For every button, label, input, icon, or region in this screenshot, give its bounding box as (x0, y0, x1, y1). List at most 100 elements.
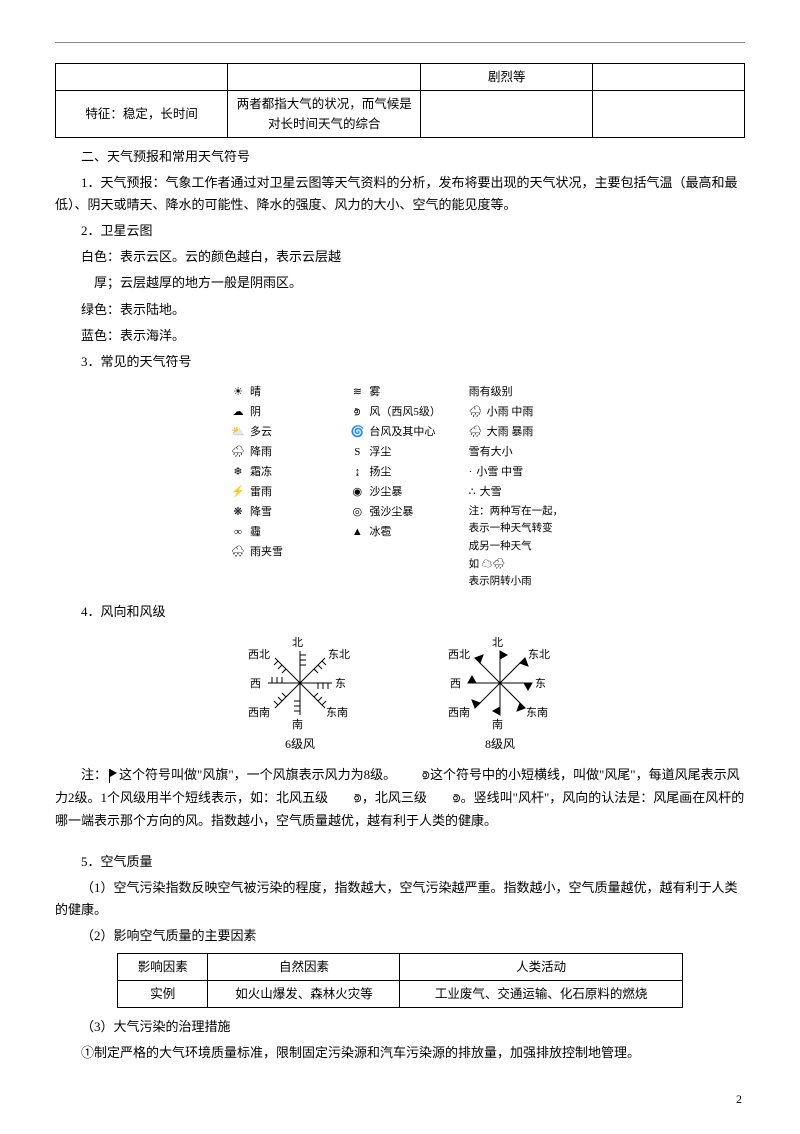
dir-nw: 西北 (448, 647, 470, 665)
weather-icon: 🌧 (230, 444, 246, 462)
weather-icon: ⟄ (349, 404, 365, 422)
header-rule (55, 42, 745, 43)
weather-icon: ▲ (349, 524, 365, 542)
dir-w: 西 (450, 676, 461, 694)
wind-rose-6: 北 东北 东 东南 南 西南 西 西北 (240, 633, 360, 733)
note-line: 注：两种写在一起， (469, 505, 570, 519)
symbol-row: ⚡雷雨 (230, 485, 331, 501)
paragraph-satellite: 2．卫星云图 (55, 220, 745, 242)
symbols-column-2: ≋雾⟄风（西风5级）🌀台风及其中心S浮尘↨扬尘◉沙尘暴◎强沙尘暴▲冰雹 (349, 385, 450, 589)
symbol-label: 浮尘 (369, 444, 391, 462)
wind-barb-icon: ⟄ (396, 765, 430, 787)
dir-sw: 西南 (448, 705, 470, 723)
weather-icon: ⚡ (230, 484, 246, 502)
paragraph-factors-head: （2）影响空气质量的主要因素 (55, 925, 745, 947)
wind-direction-diagrams: 北 东北 东 东南 南 西南 西 西北 6级风 (210, 633, 590, 754)
symbol-label: 阴 (250, 404, 261, 422)
cell: 影响因素 (118, 953, 208, 980)
wind-caption: 6级风 (285, 735, 315, 754)
symbol-row: ≋雾 (349, 385, 450, 401)
weather-icon: 🌀 (349, 424, 365, 442)
symbol-row: ☁阴 (230, 405, 331, 421)
symbols-column-3: 雨有级别 🌧小雨 中雨 🌧大雨 暴雨 雪有大小 ·小雪 中雪 ∴大雪 注：两种写… (469, 385, 570, 589)
cell (421, 91, 593, 138)
note-line: 表示一种天气转变 (469, 522, 570, 536)
wind-barb-5-icon: ⟄ (328, 788, 362, 810)
cell (593, 91, 745, 138)
dir-se: 东南 (526, 705, 548, 723)
symbol-label: 沙尘暴 (369, 484, 402, 502)
paragraph-measure-1: ①制定严格的大气环境质量标准，限制固定污染源和汽车污染源的排放量，加强排放控制地… (55, 1042, 745, 1064)
symbol-label: 雨夹雪 (250, 544, 283, 562)
dir-e: 东 (535, 676, 546, 694)
snow-row: ∴大雪 (469, 485, 570, 501)
symbol-label: 雾 (369, 384, 380, 402)
symbol-row: 🌧降雨 (230, 445, 331, 461)
note-line: 表示阴转小雨 (469, 575, 570, 589)
dir-w: 西 (250, 676, 261, 694)
symbol-label: 扬尘 (369, 464, 391, 482)
paragraph-white: 白色：表示云区。云的颜色越白，表示云层越 (55, 246, 745, 268)
cell: 特征：稳定，长时间 (56, 91, 228, 138)
cell (593, 64, 745, 91)
snow-row: ·小雪 中雪 (469, 465, 570, 481)
dir-se: 东南 (326, 705, 348, 723)
cell (228, 64, 421, 91)
weather-icon: ☁ (230, 404, 246, 422)
symbol-label: 雷雨 (250, 484, 272, 502)
symbol-row: 🌀台风及其中心 (349, 425, 450, 441)
symbol-row: ❄霜冻 (230, 465, 331, 481)
cell: 人类活动 (400, 953, 682, 980)
wind-rose-8: 北 东北 东 东南 南 西南 西 西北 (440, 633, 560, 733)
cell (56, 64, 228, 91)
dir-n: 北 (292, 635, 303, 653)
paragraph-forecast: 1．天气预报：气象工作者通过对卫星云图等天气资料的分析，发布将要出现的天气状况，… (55, 172, 745, 216)
dir-ne: 东北 (328, 647, 350, 665)
symbol-row: ❋降雪 (230, 505, 331, 521)
paragraph-symbols-head: 3．常见的天气符号 (55, 351, 745, 373)
weather-icon: S (349, 444, 365, 462)
weather-icon: ❋ (230, 504, 246, 522)
wind-8-level: 北 东北 东 东南 南 西南 西 西北 8级风 (420, 633, 580, 754)
page-number: 2 (736, 1090, 742, 1109)
cell: 剧烈等 (421, 64, 593, 91)
weather-icon: ∞ (230, 524, 246, 542)
symbol-row: ⛅多云 (230, 425, 331, 441)
cell: 工业废气、交通运输、化石原料的燃烧 (400, 980, 682, 1007)
weather-icon: ⛅ (230, 424, 246, 442)
weather-icon: ◉ (349, 484, 365, 502)
cell: 实例 (118, 980, 208, 1007)
wind-6-level: 北 东北 东 东南 南 西南 西 西北 6级风 (220, 633, 380, 754)
symbol-row: 🌨雨夹雪 (230, 545, 331, 561)
wind-caption: 8级风 (485, 735, 515, 754)
note-line: 如 ☁🌧 (469, 558, 570, 572)
symbol-label: 多云 (250, 424, 272, 442)
comparison-table-fragment: 剧烈等 特征：稳定，长时间 两者都指大气的状况，而气候是对长时间天气的综合 (55, 63, 745, 138)
weather-symbols-chart: ☀晴☁阴⛅多云🌧降雨❄霜冻⚡雷雨❋降雪∞霾🌨雨夹雪 ≋雾⟄风（西风5级）🌀台风及… (230, 385, 570, 589)
weather-icon: ◎ (349, 504, 365, 522)
rain-row: 🌧小雨 中雨 (469, 405, 570, 421)
paragraph-green: 绿色：表示陆地。 (55, 299, 745, 321)
dir-ne: 东北 (528, 647, 550, 665)
symbol-label: 风（西风5级） (369, 404, 441, 422)
paragraph-white-cont: 厚；云层越厚的地方一般是阴雨区。 (55, 272, 745, 294)
rain-row: 🌧大雨 暴雨 (469, 425, 570, 441)
dir-nw: 西北 (248, 647, 270, 665)
air-quality-factors-table: 影响因素 自然因素 人类活动 实例 如火山爆发、森林火灾等 工业废气、交通运输、… (117, 953, 683, 1008)
section-heading: 二、天气预报和常用天气符号 (55, 146, 745, 168)
weather-icon: ❄ (230, 464, 246, 482)
symbol-row: ↨扬尘 (349, 465, 450, 481)
note-line: 成另一种天气 (469, 540, 570, 554)
paragraph-wind-note: 注：这个符号叫做"风旗"，一个风旗表示风力为8级。⟄这个符号中的小短横线，叫做"… (55, 764, 745, 832)
cell: 如火山爆发、森林火灾等 (208, 980, 400, 1007)
weather-icon: ☀ (230, 384, 246, 402)
rain-level-title: 雨有级别 (469, 385, 570, 401)
wind-barb-3-icon: ⟄ (427, 788, 461, 810)
weather-icon: ≋ (349, 384, 365, 402)
snow-level-title: 雪有大小 (469, 445, 570, 461)
dir-s: 南 (492, 717, 503, 735)
symbol-label: 强沙尘暴 (369, 504, 413, 522)
symbol-label: 降雪 (250, 504, 272, 522)
symbol-row: ∞霾 (230, 525, 331, 541)
symbol-label: 降雨 (250, 444, 272, 462)
